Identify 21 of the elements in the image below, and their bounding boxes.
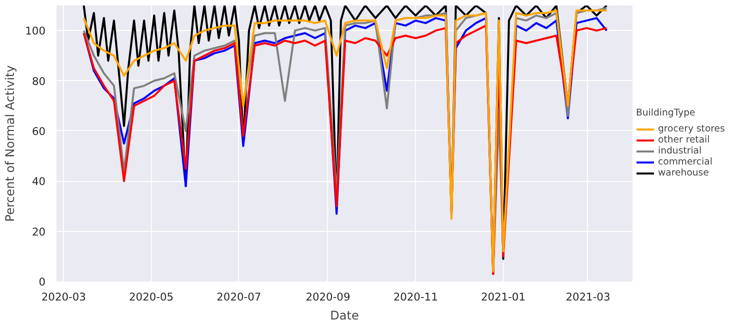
legend-label: commercial [658,156,712,168]
y-tick-label: 40 [32,175,46,188]
x-tick-label: 2021-01 [480,290,526,304]
y-tick-label: 20 [32,225,46,238]
y-tick-label: 60 [32,124,46,138]
x-tick-label: 2020-11 [393,290,438,304]
x-tick-label: 2021-03 [566,290,610,304]
y-tick-label: 80 [32,74,46,88]
legend-label: grocery stores [658,124,725,134]
legend-label: industrial [658,146,702,156]
x-tick-label: 2020-09 [306,290,350,304]
legend-label: other retail [658,134,710,146]
x-tick-label: 2020-03 [41,290,86,304]
y-tick-label: 0 [38,276,46,288]
legend-label: warehouse [658,168,709,178]
x-axis-title: Date [330,308,359,322]
x-tick-label: 2020-05 [129,290,174,304]
y-tick-label: 100 [25,24,46,38]
y-axis-title: Percent of Normal Activity [3,65,18,222]
legend-title: BuildingType [636,108,696,118]
x-tick-label: 2020-07 [216,290,262,304]
